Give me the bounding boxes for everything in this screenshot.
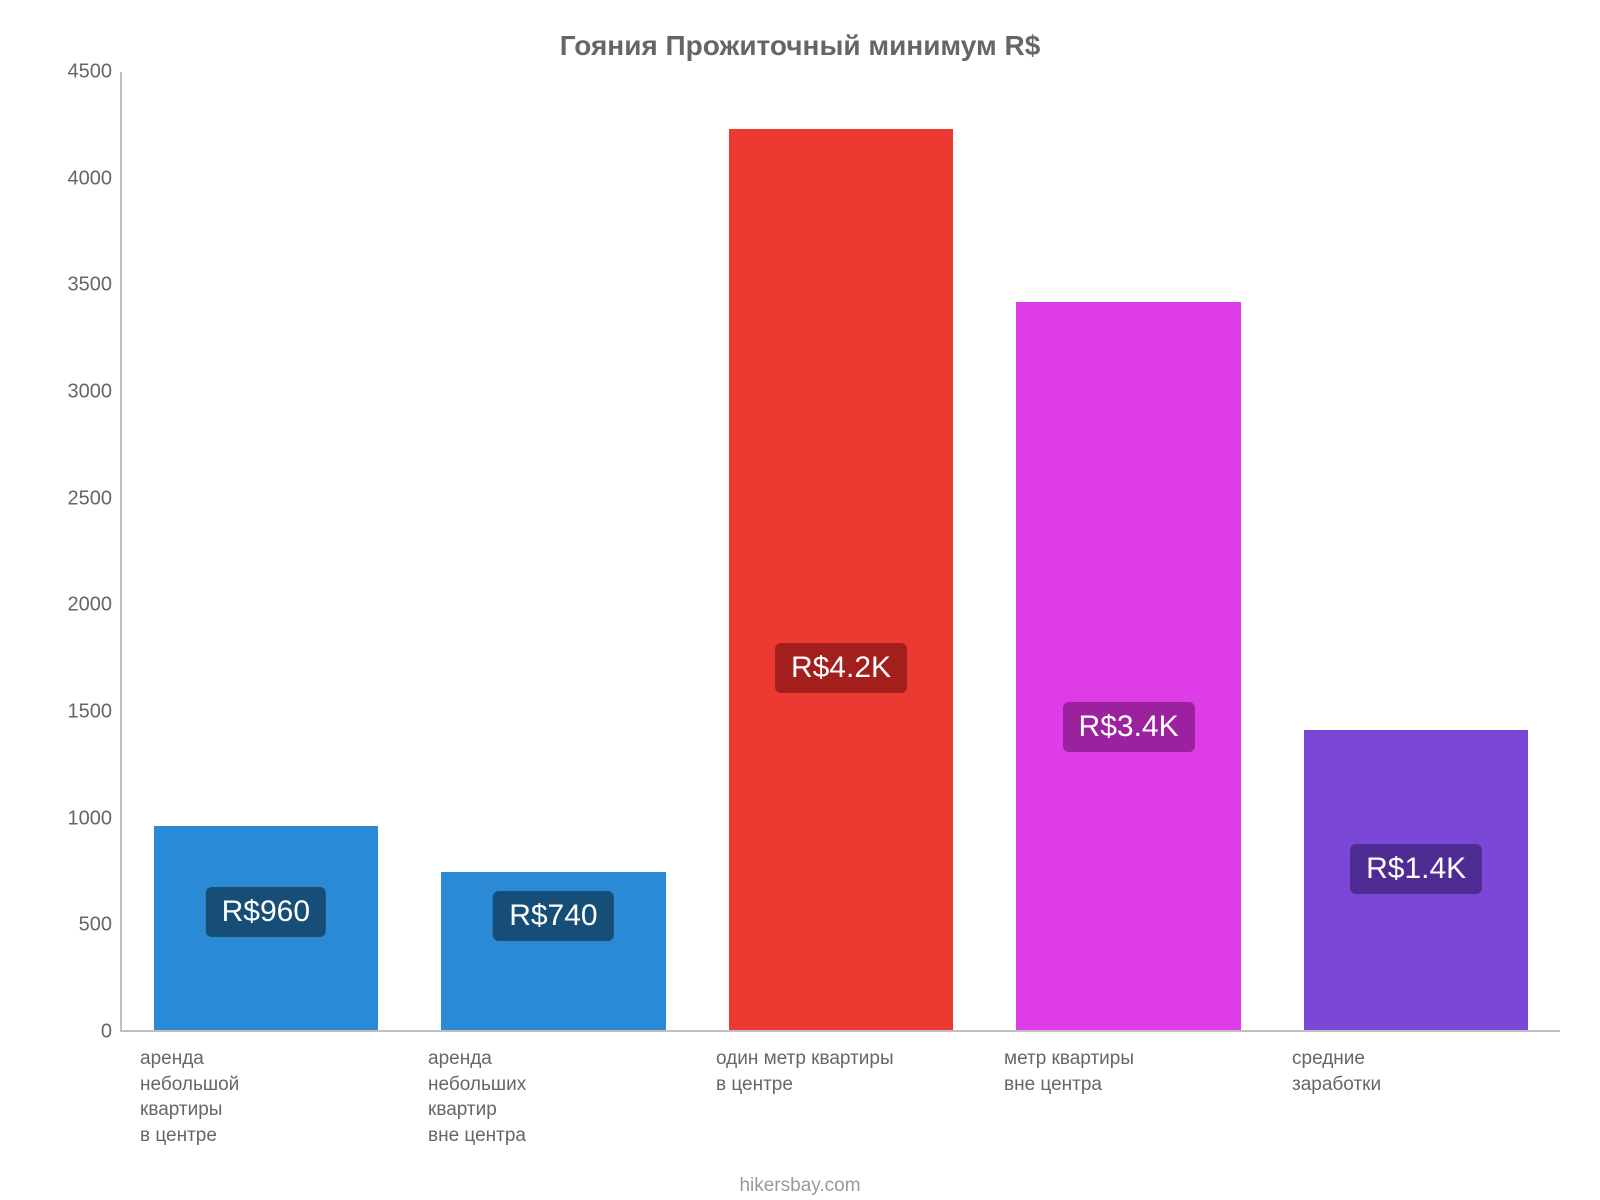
value-badge: R$740 [493,891,613,941]
y-tick: 4500 [68,61,113,84]
bar-slot: R$740 [410,72,698,1030]
y-tick: 1500 [68,701,113,724]
bars-container: R$960 R$740 R$4.2K R$3.4K R$1.4K [122,72,1560,1030]
bar: R$740 [441,872,665,1030]
chart-title: Гояния Прожиточный минимум R$ [40,30,1560,62]
y-tick: 3000 [68,381,113,404]
cost-of-living-chart: Гояния Прожиточный минимум R$ 0 500 1000 15… [0,0,1600,1200]
value-badge: R$1.4K [1350,844,1482,894]
plot-area: R$960 R$740 R$4.2K R$3.4K R$1.4K [120,72,1560,1032]
bar-slot: R$960 [122,72,410,1030]
value-badge: R$3.4K [1063,702,1195,752]
value-badge: R$960 [206,887,326,937]
y-axis: 050010001500200025003000350040004500 [40,72,120,1032]
x-label: аренда небольшой квартиры в центре [120,1032,408,1149]
y-tick: 2000 [68,594,113,617]
x-label: метр квартиры вне центра [984,1032,1272,1149]
bar-slot: R$4.2K [697,72,985,1030]
bar: R$1.4K [1304,730,1528,1030]
x-label: аренда небольших квартир вне центра [408,1032,696,1149]
bar-slot: R$1.4K [1272,72,1560,1030]
value-badge: R$4.2K [775,643,907,693]
y-tick: 500 [79,914,112,937]
x-label: один метр квартиры в центре [696,1032,984,1149]
y-tick: 0 [101,1021,112,1044]
y-tick: 4000 [68,167,113,190]
y-tick: 2500 [68,487,113,510]
bar: R$3.4K [1016,302,1240,1030]
bar-slot: R$3.4K [985,72,1273,1030]
y-tick: 1000 [68,807,113,830]
bar: R$960 [154,826,378,1030]
plot-area-outer: 050010001500200025003000350040004500 R$9… [40,72,1560,1032]
x-label: средние заработки [1272,1032,1560,1149]
x-axis: аренда небольшой квартиры в центреаренда… [120,1032,1560,1149]
y-tick: 3500 [68,274,113,297]
bar: R$4.2K [729,129,953,1030]
chart-footer: hikersbay.com [40,1175,1560,1197]
